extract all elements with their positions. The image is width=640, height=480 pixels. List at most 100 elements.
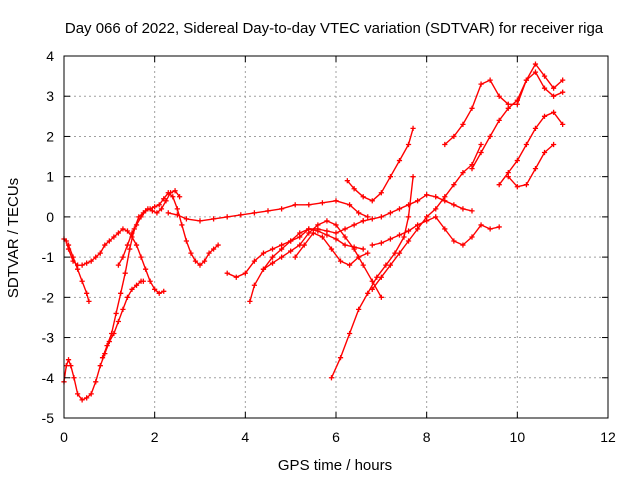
data-point bbox=[251, 282, 257, 288]
data-point bbox=[124, 242, 131, 248]
data-point bbox=[405, 214, 412, 220]
series-arc-9 bbox=[260, 218, 384, 300]
data-point bbox=[297, 242, 303, 248]
series-arc-18 bbox=[496, 109, 566, 188]
data-point bbox=[333, 236, 339, 242]
data-point bbox=[211, 246, 217, 252]
x-tick-label: 12 bbox=[600, 429, 616, 445]
data-point bbox=[70, 254, 76, 260]
x-axis-label: GPS time / hours bbox=[278, 457, 392, 474]
series-arc-16 bbox=[442, 69, 566, 148]
data-point bbox=[405, 202, 412, 208]
data-point bbox=[165, 210, 171, 216]
series-arc-11 bbox=[328, 174, 416, 381]
series-arc-19 bbox=[505, 141, 557, 190]
x-tick-label: 10 bbox=[510, 429, 526, 445]
data-point bbox=[369, 286, 375, 292]
series-arc-3 bbox=[65, 242, 92, 304]
data-point bbox=[79, 397, 85, 403]
data-point bbox=[104, 343, 110, 349]
series-arc-15 bbox=[369, 141, 484, 292]
data-point bbox=[514, 184, 520, 190]
data-point bbox=[328, 246, 335, 252]
data-point bbox=[551, 141, 557, 148]
data-point bbox=[133, 282, 140, 288]
data-point bbox=[179, 222, 185, 228]
data-point bbox=[560, 89, 566, 95]
data-point bbox=[118, 290, 124, 296]
data-point bbox=[415, 226, 421, 232]
data-point bbox=[152, 204, 158, 210]
data-point bbox=[551, 109, 557, 115]
data-point bbox=[433, 206, 439, 212]
data-point bbox=[174, 206, 180, 212]
data-point bbox=[120, 226, 126, 232]
data-point bbox=[129, 230, 135, 236]
data-point bbox=[124, 294, 131, 300]
data-point bbox=[115, 230, 121, 236]
data-point bbox=[177, 194, 183, 200]
data-point bbox=[387, 262, 393, 268]
data-point bbox=[111, 234, 117, 240]
data-point bbox=[174, 212, 180, 218]
data-point bbox=[88, 391, 94, 397]
data-point bbox=[233, 274, 239, 280]
y-tick-label: 1 bbox=[46, 169, 54, 185]
data-point bbox=[469, 234, 475, 240]
data-point bbox=[97, 363, 103, 369]
data-point bbox=[392, 250, 398, 256]
y-tick-label: -2 bbox=[42, 289, 55, 305]
data-point bbox=[170, 194, 176, 200]
data-point bbox=[460, 206, 466, 212]
data-point bbox=[360, 246, 366, 252]
data-point bbox=[415, 198, 421, 204]
data-point bbox=[387, 236, 393, 242]
y-axis-label: SDTVAR / TECUs bbox=[5, 178, 22, 298]
y-tick-label: -3 bbox=[42, 330, 55, 346]
data-point bbox=[115, 318, 121, 325]
data-point bbox=[138, 214, 144, 220]
data-point bbox=[242, 270, 248, 276]
data-point bbox=[560, 77, 566, 83]
data-point bbox=[88, 258, 94, 264]
series-line bbox=[372, 216, 500, 246]
y-tick-label: -5 bbox=[42, 410, 55, 426]
series-layer bbox=[61, 61, 566, 403]
data-point bbox=[154, 210, 160, 216]
data-point bbox=[532, 166, 539, 172]
data-point bbox=[551, 85, 557, 91]
data-point bbox=[292, 254, 298, 260]
data-point bbox=[342, 226, 348, 232]
data-point bbox=[120, 254, 126, 260]
y-tick-label: 3 bbox=[46, 88, 54, 104]
data-point bbox=[478, 149, 484, 156]
data-point bbox=[396, 157, 403, 164]
data-point bbox=[306, 230, 312, 236]
data-point bbox=[396, 250, 403, 256]
series-arc-14 bbox=[369, 214, 502, 248]
data-point bbox=[460, 242, 466, 248]
data-point bbox=[532, 61, 539, 67]
data-point bbox=[487, 77, 493, 83]
series-arc-2 bbox=[61, 226, 167, 296]
data-point bbox=[424, 214, 430, 220]
data-point bbox=[63, 363, 69, 369]
x-tick-label: 0 bbox=[60, 429, 68, 445]
data-point bbox=[396, 232, 403, 238]
data-point bbox=[188, 250, 194, 256]
data-point bbox=[337, 355, 344, 361]
data-point bbox=[351, 186, 357, 192]
data-point bbox=[469, 166, 475, 172]
series-arc-5 bbox=[115, 190, 221, 268]
data-point bbox=[97, 250, 103, 256]
data-point bbox=[410, 125, 416, 131]
data-point bbox=[324, 218, 330, 224]
data-point bbox=[319, 200, 325, 206]
data-point bbox=[410, 174, 416, 180]
data-point bbox=[156, 202, 162, 208]
data-point bbox=[99, 355, 106, 361]
data-point bbox=[523, 141, 529, 148]
data-point bbox=[460, 170, 466, 176]
data-point bbox=[532, 125, 539, 131]
